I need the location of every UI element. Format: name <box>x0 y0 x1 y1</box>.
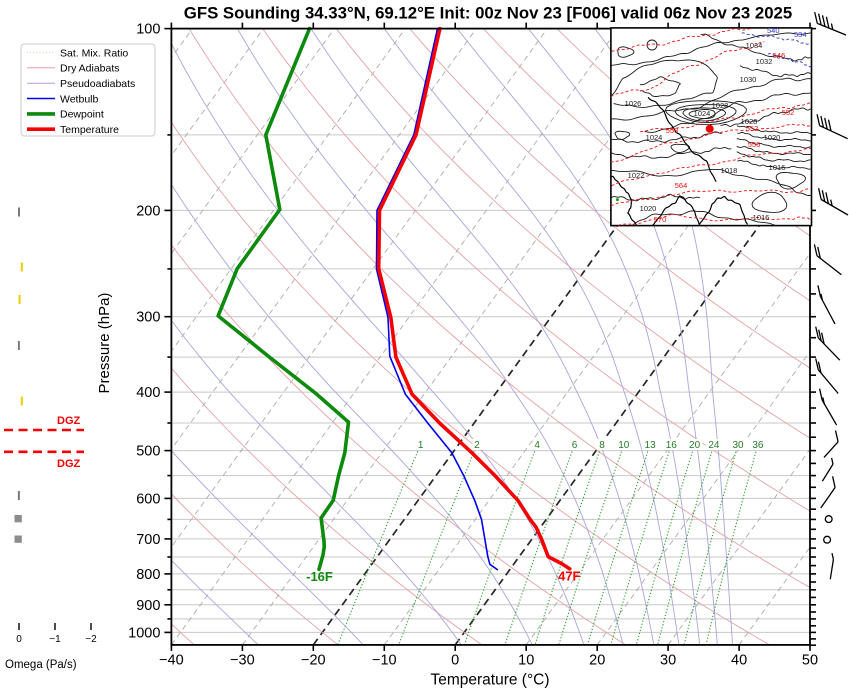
svg-text:0: 0 <box>451 653 459 669</box>
svg-text:Dry Adiabats: Dry Adiabats <box>60 63 120 75</box>
svg-text:Sat. Mix. Ratio: Sat. Mix. Ratio <box>60 47 128 59</box>
svg-text:1028: 1028 <box>741 117 758 126</box>
svg-text:1: 1 <box>418 440 424 451</box>
svg-text:30: 30 <box>660 653 676 669</box>
svg-text:−1: −1 <box>49 634 61 645</box>
svg-text:Temperature (°C): Temperature (°C) <box>430 672 549 689</box>
svg-text:600: 600 <box>136 491 160 507</box>
svg-text:1000: 1000 <box>128 625 160 641</box>
svg-text:10: 10 <box>618 440 630 451</box>
svg-text:−30: −30 <box>230 653 255 669</box>
svg-text:100: 100 <box>136 22 160 38</box>
svg-text:800: 800 <box>136 567 160 583</box>
svg-text:1018: 1018 <box>721 166 738 175</box>
svg-text:1028: 1028 <box>712 101 729 110</box>
svg-text:534: 534 <box>794 30 807 39</box>
svg-text:8: 8 <box>599 440 605 451</box>
svg-text:1020: 1020 <box>764 133 781 142</box>
svg-text:4: 4 <box>534 440 540 451</box>
svg-text:20: 20 <box>689 440 701 451</box>
svg-text:36: 36 <box>752 440 764 451</box>
svg-text:400: 400 <box>136 385 160 401</box>
svg-text:1024: 1024 <box>694 109 711 118</box>
svg-text:546: 546 <box>773 51 786 60</box>
svg-text:1034: 1034 <box>746 41 763 50</box>
svg-text:Pseudoadiabats: Pseudoadiabats <box>60 78 135 90</box>
svg-text:−2: −2 <box>85 634 97 645</box>
svg-text:Temperature: Temperature <box>60 124 119 136</box>
svg-text:552: 552 <box>746 124 759 133</box>
svg-text:2: 2 <box>474 440 480 451</box>
svg-text:DGZ: DGZ <box>57 458 81 470</box>
svg-text:24: 24 <box>708 440 720 451</box>
svg-text:40: 40 <box>731 653 747 669</box>
svg-text:300: 300 <box>136 310 160 326</box>
svg-text:1020: 1020 <box>640 204 657 213</box>
svg-text:1016: 1016 <box>769 163 786 172</box>
svg-text:1030: 1030 <box>740 75 757 84</box>
svg-text:0: 0 <box>16 634 22 645</box>
svg-text:16: 16 <box>666 440 678 451</box>
svg-text:47F: 47F <box>558 569 580 584</box>
svg-text:1032: 1032 <box>756 57 773 66</box>
svg-text:900: 900 <box>136 598 160 614</box>
svg-text:DGZ: DGZ <box>57 415 81 427</box>
svg-text:10: 10 <box>518 653 534 669</box>
svg-text:Dewpoint: Dewpoint <box>60 109 104 121</box>
svg-text:558: 558 <box>666 126 679 135</box>
svg-text:GFS Sounding 34.33°N, 69.12°E: GFS Sounding 34.33°N, 69.12°E Init: 00z … <box>184 4 792 23</box>
svg-text:Wetbulb: Wetbulb <box>60 93 98 105</box>
svg-text:564: 564 <box>675 181 688 190</box>
svg-text:Omega (Pa/s): Omega (Pa/s) <box>5 659 77 671</box>
svg-text:Pressure (hPa): Pressure (hPa) <box>96 293 113 394</box>
svg-text:1024: 1024 <box>646 133 663 142</box>
svg-text:-16F: -16F <box>306 569 333 584</box>
svg-text:1022: 1022 <box>628 171 645 180</box>
svg-text:540: 540 <box>767 26 780 35</box>
svg-text:500: 500 <box>136 444 160 460</box>
svg-text:700: 700 <box>136 532 160 548</box>
svg-text:570: 570 <box>654 215 667 224</box>
svg-text:20: 20 <box>589 653 605 669</box>
svg-text:50: 50 <box>802 653 818 669</box>
svg-text:556: 556 <box>748 140 761 149</box>
svg-text:552: 552 <box>782 108 795 117</box>
svg-text:1026: 1026 <box>625 99 642 108</box>
svg-text:−20: −20 <box>301 653 326 669</box>
svg-text:200: 200 <box>136 203 160 219</box>
svg-text:13: 13 <box>645 440 657 451</box>
svg-text:1016: 1016 <box>753 213 770 222</box>
svg-text:−10: −10 <box>372 653 397 669</box>
svg-text:6: 6 <box>572 440 578 451</box>
svg-text:−40: −40 <box>159 653 184 669</box>
svg-text:30: 30 <box>732 440 744 451</box>
